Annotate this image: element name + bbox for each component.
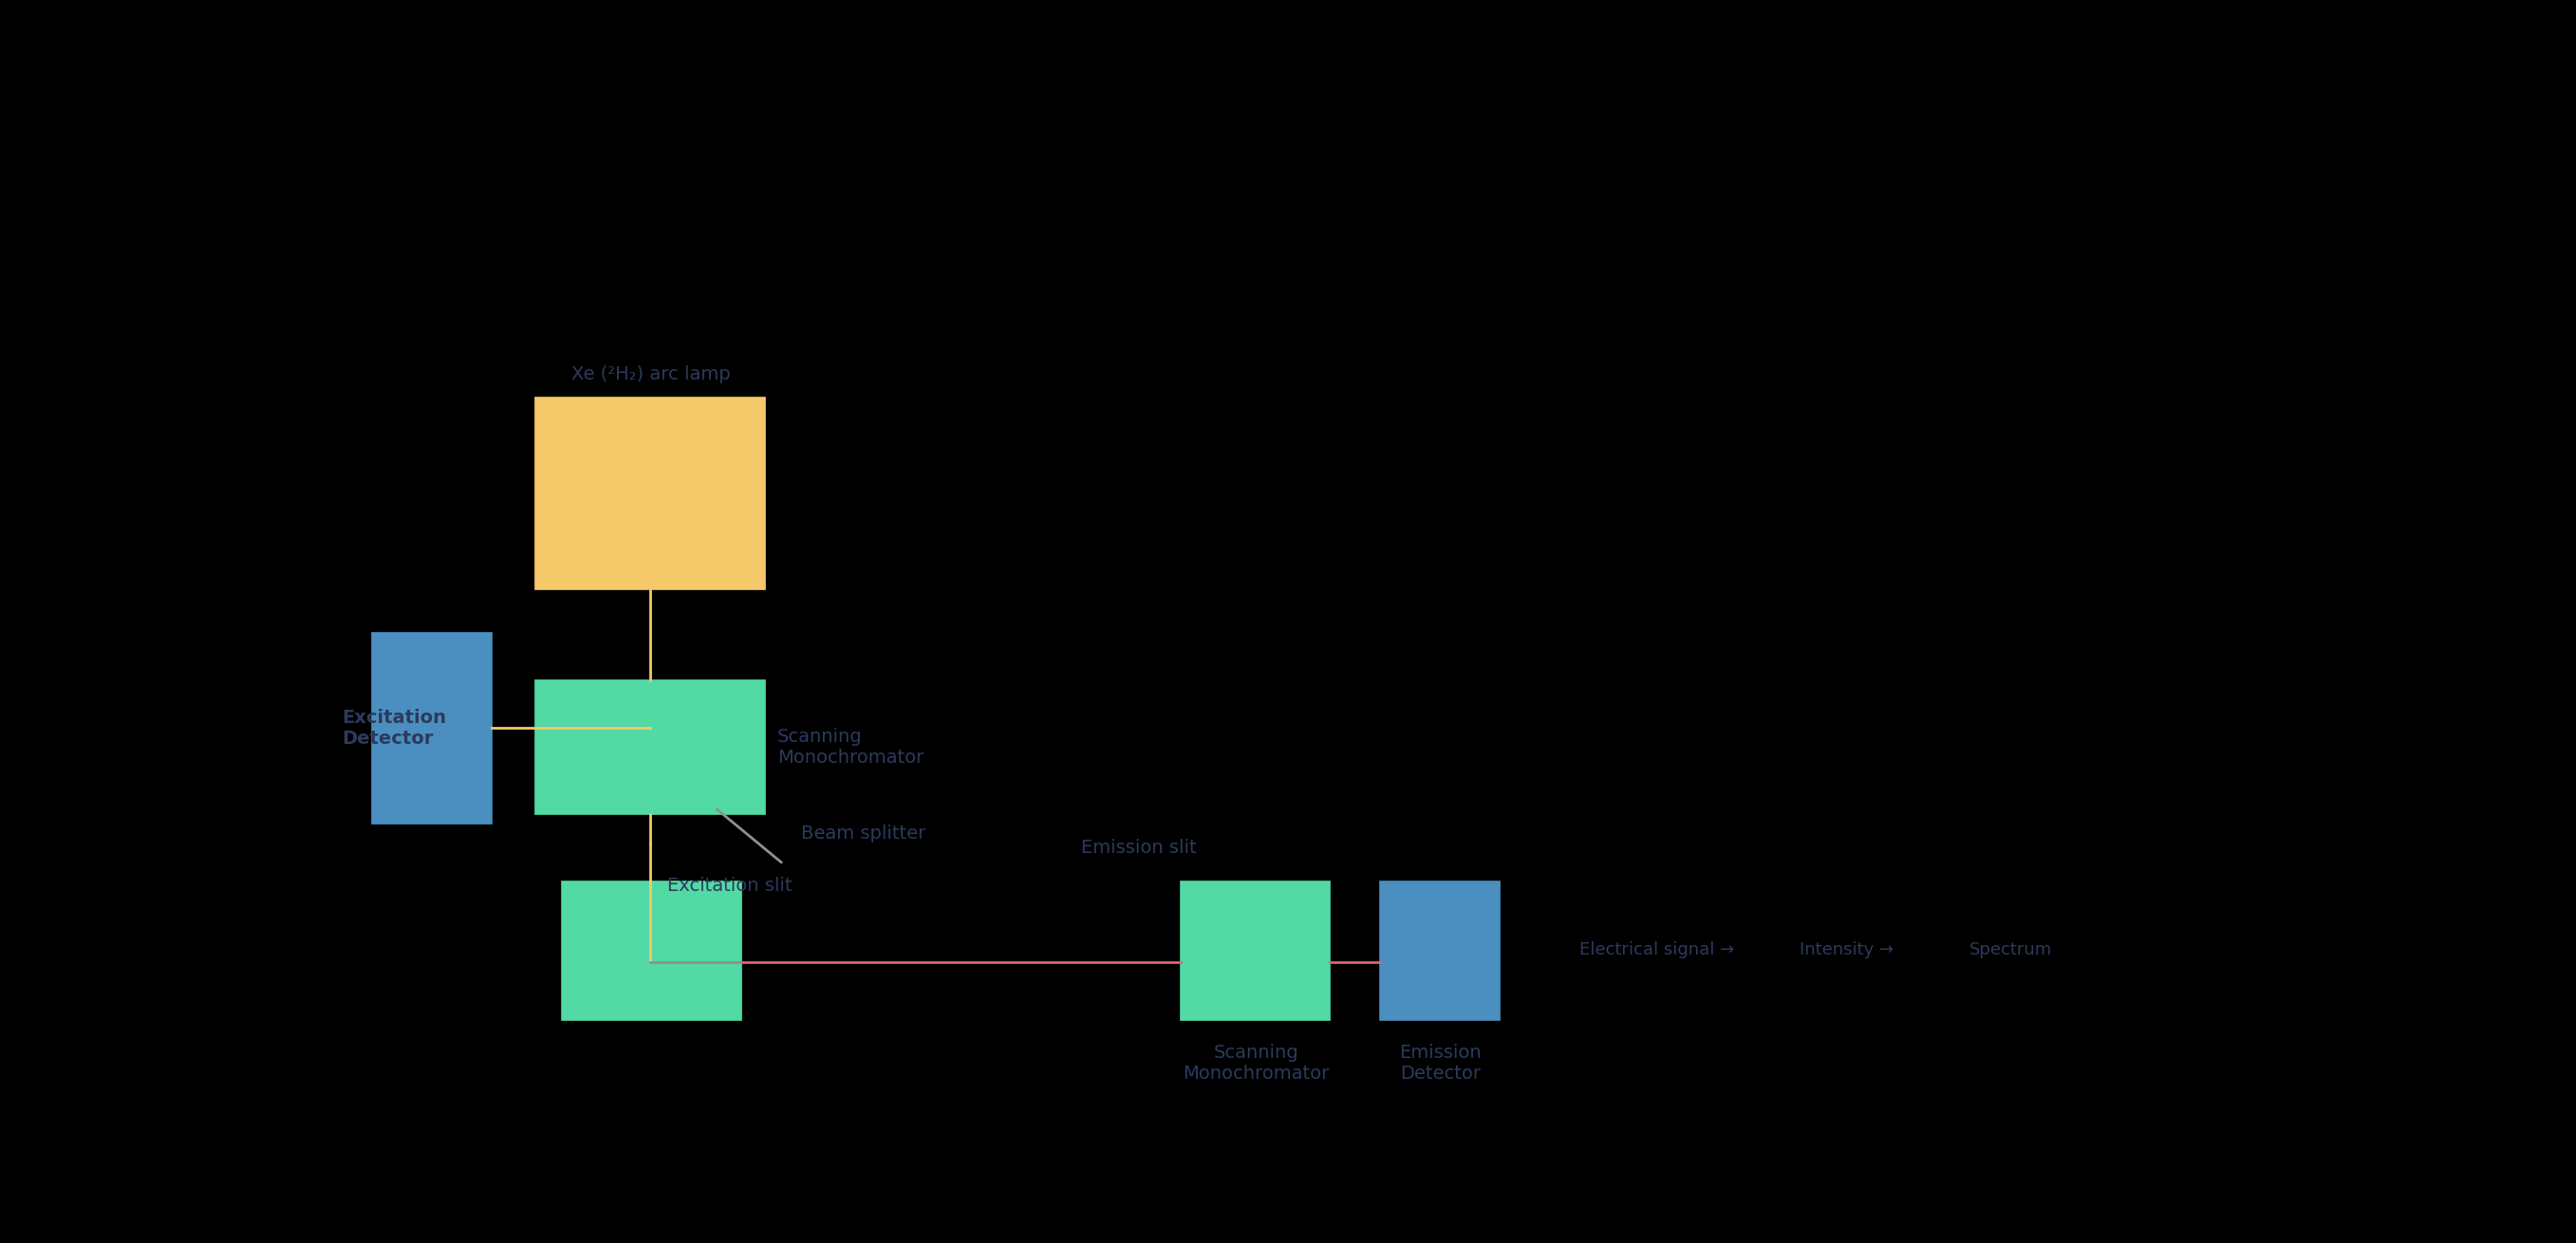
Text: Emission
Detector: Emission Detector — [1399, 1044, 1481, 1083]
Text: Excitation slit: Excitation slit — [667, 878, 793, 895]
Text: Electrical signal →: Electrical signal → — [1579, 942, 1734, 958]
Bar — [536, 398, 765, 589]
Bar — [1180, 881, 1329, 1021]
Text: Beam splitter: Beam splitter — [801, 824, 925, 843]
Text: Xe (²H₂) arc lamp: Xe (²H₂) arc lamp — [572, 365, 732, 384]
Text: Scanning
Monochromator: Scanning Monochromator — [1182, 1044, 1329, 1083]
Text: Scanning
Monochromator: Scanning Monochromator — [778, 728, 925, 767]
Bar — [536, 680, 765, 814]
Text: Emission slit: Emission slit — [1082, 839, 1195, 856]
Text: Excitation
Detector: Excitation Detector — [343, 709, 446, 747]
Text: Intensity →: Intensity → — [1798, 942, 1893, 958]
Bar — [562, 881, 742, 1021]
Bar — [1381, 881, 1499, 1021]
Text: Spectrum: Spectrum — [1968, 942, 2053, 958]
Bar — [371, 633, 492, 824]
